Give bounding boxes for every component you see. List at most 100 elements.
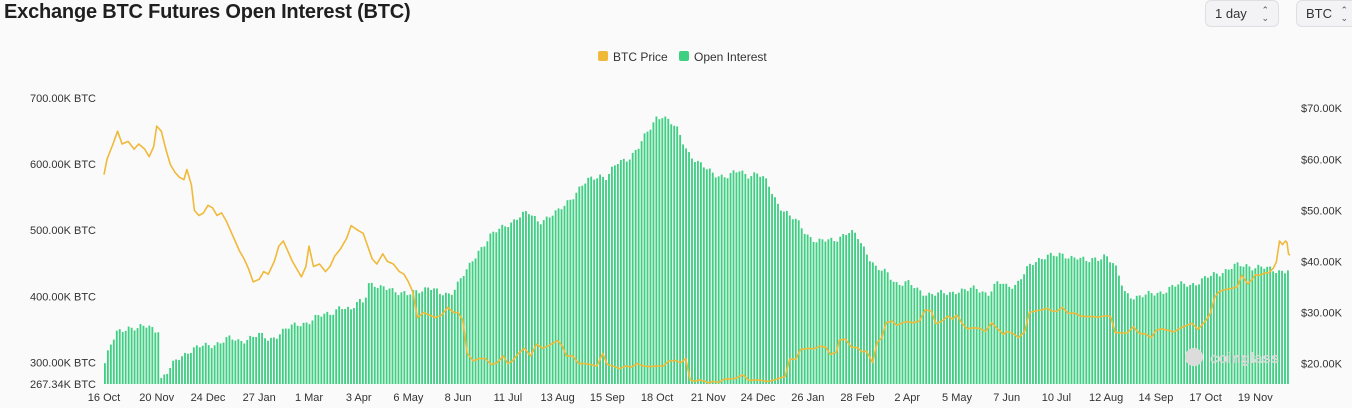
oi-bar	[104, 363, 106, 384]
oi-bar	[522, 211, 524, 384]
oi-bar	[735, 172, 738, 384]
oi-bar	[302, 322, 305, 384]
oi-bar	[723, 177, 726, 384]
interval-select[interactable]: 1 day ⌃ ⌄	[1205, 0, 1279, 27]
oi-bar	[409, 294, 412, 384]
oi-bar	[465, 269, 468, 384]
oi-bar	[1257, 264, 1260, 384]
oi-bar	[791, 219, 794, 384]
oi-bar	[385, 289, 388, 384]
oi-bar	[273, 337, 275, 384]
oi-bar	[608, 173, 610, 384]
x-tick-label: 8 Jun	[445, 392, 472, 404]
oi-bar	[925, 295, 928, 384]
oi-bar	[444, 292, 447, 384]
oi-bar	[649, 129, 652, 384]
y-left-tick-label: 267.34K BTC	[30, 379, 96, 391]
oi-bar	[1076, 259, 1079, 384]
legend-label-open-interest[interactable]: Open Interest	[694, 50, 767, 64]
oi-bar	[163, 374, 166, 384]
oi-bar	[418, 293, 421, 384]
oi-bar	[836, 241, 839, 384]
oi-bar	[788, 215, 791, 384]
oi-bar	[1209, 275, 1212, 384]
oi-bar	[127, 326, 130, 384]
oi-bar	[753, 172, 756, 384]
x-tick-label: 2 Apr	[894, 392, 920, 404]
oi-bar	[1189, 284, 1192, 384]
oi-bar	[323, 313, 326, 384]
oi-bar	[115, 330, 118, 384]
oi-bar	[489, 233, 492, 384]
oi-bar	[851, 230, 854, 384]
oi-bar	[198, 347, 201, 384]
legend-label-btc-price[interactable]: BTC Price	[613, 50, 668, 64]
unit-select-value: BTC	[1306, 6, 1332, 21]
oi-bar	[501, 224, 504, 384]
oi-bar	[270, 337, 272, 384]
oi-bar	[863, 246, 865, 384]
oi-bar	[249, 335, 252, 384]
oi-bar	[978, 292, 981, 384]
oi-bar	[181, 356, 183, 384]
x-tick-label: 17 Oct	[1189, 392, 1221, 404]
oi-bar	[785, 211, 788, 384]
oi-bar	[495, 232, 498, 384]
oi-bar	[258, 332, 261, 384]
oi-bar	[1100, 259, 1103, 384]
y-left-tick-label: 300.00K BTC	[30, 357, 96, 369]
oi-bar	[824, 241, 827, 384]
oi-bar	[219, 343, 222, 384]
x-tick-label: 12 Aug	[1089, 392, 1123, 404]
oi-bar	[857, 239, 859, 384]
y-left-tick-label: 400.00K BTC	[30, 291, 96, 303]
oi-bar	[1029, 263, 1031, 384]
oi-bar	[459, 278, 462, 384]
unit-select[interactable]: BTC ⌃ ⌄	[1296, 0, 1352, 27]
oi-bar	[717, 176, 720, 384]
legend-swatch-open-interest	[679, 51, 689, 61]
oi-bar	[213, 345, 216, 384]
oi-bar	[1005, 283, 1008, 384]
chart-legend[interactable]: BTC Price Open Interest	[598, 50, 767, 64]
oi-bar	[1186, 286, 1189, 384]
oi-bar	[934, 295, 937, 384]
oi-bar	[142, 325, 145, 384]
oi-bar	[931, 294, 934, 384]
oi-bar	[611, 166, 613, 384]
oi-bar	[616, 164, 619, 384]
oi-bar	[756, 173, 759, 384]
oi-bar	[946, 294, 948, 384]
oi-bar	[1212, 272, 1215, 384]
oi-bar	[332, 314, 335, 384]
oi-bar	[711, 172, 714, 384]
oi-bar	[679, 134, 682, 384]
oi-bar	[1109, 262, 1111, 384]
x-tick-label: 15 Sep	[590, 392, 625, 404]
oi-bar	[673, 125, 676, 384]
oi-bar	[178, 360, 180, 384]
x-tick-label: 24 Dec	[741, 392, 776, 404]
oi-bar	[379, 285, 382, 384]
x-tick-label: 21 Nov	[691, 392, 726, 404]
oi-bar	[1201, 278, 1203, 384]
oi-bar	[898, 284, 901, 384]
oi-bar	[293, 322, 296, 384]
oi-bar	[1085, 261, 1088, 384]
oi-bar	[726, 178, 729, 384]
oi-bar	[848, 233, 851, 384]
oi-bar	[189, 352, 192, 384]
oi-bar	[1052, 255, 1055, 384]
x-tick-label: 20 Nov	[139, 392, 174, 404]
oi-bar	[768, 186, 770, 384]
oi-bar	[943, 293, 945, 384]
oi-bar	[554, 210, 557, 384]
oi-bar	[984, 292, 987, 384]
oi-bar	[344, 308, 346, 384]
oi-bar	[975, 288, 978, 384]
x-tick-label: 19 Nov	[1238, 392, 1273, 404]
oi-bar	[424, 287, 427, 384]
oi-bar	[367, 283, 370, 384]
oi-bar	[436, 288, 438, 384]
